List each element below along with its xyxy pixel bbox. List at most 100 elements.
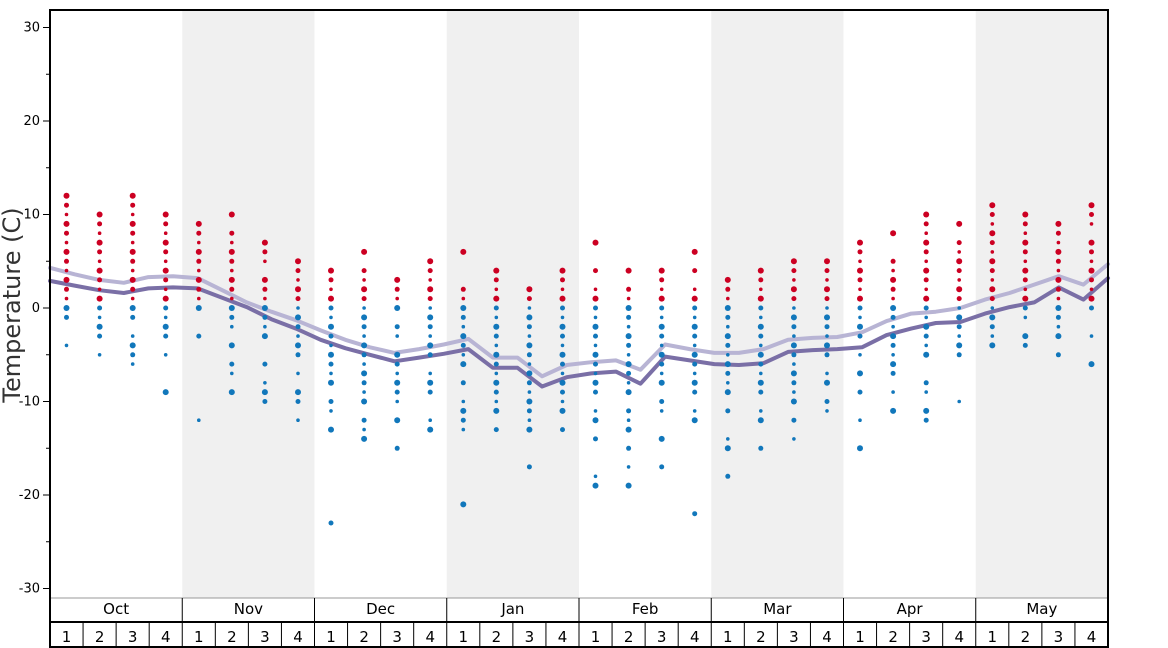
warm-dot <box>757 267 764 274</box>
warm-dot <box>129 192 136 199</box>
cold-dot <box>858 418 862 423</box>
cold-dot <box>494 315 499 320</box>
warm-dot <box>162 211 169 218</box>
warm-dot <box>989 258 996 265</box>
cold-dot <box>526 380 532 386</box>
cold-dot <box>923 323 930 330</box>
warm-dot <box>295 268 301 274</box>
cold-dot <box>328 399 334 404</box>
month-label: Nov <box>234 600 263 618</box>
warm-dot <box>759 287 763 292</box>
cold-dot <box>924 315 928 320</box>
cold-dot <box>328 361 334 367</box>
cold-dot <box>162 389 169 396</box>
cold-dot <box>692 389 698 395</box>
cold-dot <box>460 314 466 320</box>
cold-dot <box>129 305 136 311</box>
cold-dot <box>394 379 401 386</box>
warm-dot <box>130 212 135 217</box>
cold-dot <box>261 333 268 340</box>
week-label: 3 <box>789 628 799 646</box>
cold-dot <box>130 334 135 338</box>
cold-dot <box>791 352 797 358</box>
warm-dot <box>196 230 202 236</box>
warm-dot <box>957 278 961 282</box>
warm-dot <box>129 220 136 227</box>
cold-dot <box>560 333 565 339</box>
week-label: 3 <box>525 628 535 646</box>
cold-dot <box>725 314 731 320</box>
cold-dot <box>593 474 598 479</box>
warm-dot <box>989 268 995 274</box>
cold-dot <box>792 437 796 441</box>
warm-dot <box>691 248 698 255</box>
warm-dot <box>427 268 433 274</box>
cold-dot <box>659 343 664 348</box>
y-tick-label: 0 <box>32 301 40 316</box>
warm-dot <box>923 211 930 218</box>
cold-dot <box>593 315 598 320</box>
cold-dot <box>824 342 830 349</box>
week-label: 1 <box>988 628 998 646</box>
warm-dot <box>64 268 69 273</box>
cold-dot <box>956 324 962 330</box>
cold-dot <box>891 324 895 329</box>
cold-dot <box>659 464 665 470</box>
warm-dot <box>1055 220 1062 227</box>
cold-dot <box>361 435 368 442</box>
cold-dot <box>97 353 102 357</box>
warm-dot <box>989 212 995 217</box>
cold-dot <box>757 379 764 386</box>
cold-dot <box>361 380 367 386</box>
warm-dot <box>461 296 466 301</box>
cold-dot <box>526 342 533 349</box>
warm-dot <box>493 277 499 283</box>
cold-dot <box>725 370 731 376</box>
cold-dot <box>560 399 565 404</box>
warm-dot <box>791 268 797 274</box>
cold-dot <box>295 399 301 404</box>
warm-dot <box>362 278 366 282</box>
week-label: 4 <box>293 628 303 646</box>
cold-dot <box>1089 305 1094 311</box>
cold-dot <box>725 408 731 414</box>
cold-dot <box>96 323 103 330</box>
warm-dot <box>460 286 466 292</box>
cold-dot <box>130 314 136 320</box>
cold-dot <box>790 314 797 321</box>
y-tick-label: 30 <box>23 21 40 36</box>
cold-dot <box>626 381 631 385</box>
warm-dot <box>593 268 598 274</box>
month-label: Apr <box>897 600 924 618</box>
warm-dot <box>1088 202 1095 209</box>
cold-dot <box>494 371 499 376</box>
warm-dot <box>328 295 334 302</box>
warm-dot <box>162 295 169 302</box>
cold-dot <box>526 324 532 330</box>
cold-dot <box>625 305 632 311</box>
warm-dot <box>130 286 136 292</box>
week-label: 4 <box>1087 628 1097 646</box>
cold-dot <box>691 351 698 358</box>
month-bands <box>182 10 1108 598</box>
cold-dot <box>560 371 565 376</box>
month-band <box>711 10 844 598</box>
cold-dot <box>692 371 697 376</box>
cold-dot <box>824 379 830 386</box>
cold-dot <box>527 362 532 366</box>
warm-dot <box>923 249 929 255</box>
cold-dot <box>923 417 929 423</box>
cold-dot <box>97 315 102 320</box>
warm-dot <box>162 239 169 246</box>
cold-dot <box>924 343 928 348</box>
warm-dot <box>328 267 334 274</box>
cold-dot <box>759 343 763 348</box>
warm-dot <box>494 287 499 292</box>
cold-dot <box>757 323 764 330</box>
cold-dot <box>228 342 235 349</box>
cold-dot <box>427 314 434 321</box>
cold-dot <box>956 352 962 358</box>
cold-dot <box>923 407 930 414</box>
cold-dot <box>891 390 895 394</box>
warm-dot <box>262 286 268 292</box>
